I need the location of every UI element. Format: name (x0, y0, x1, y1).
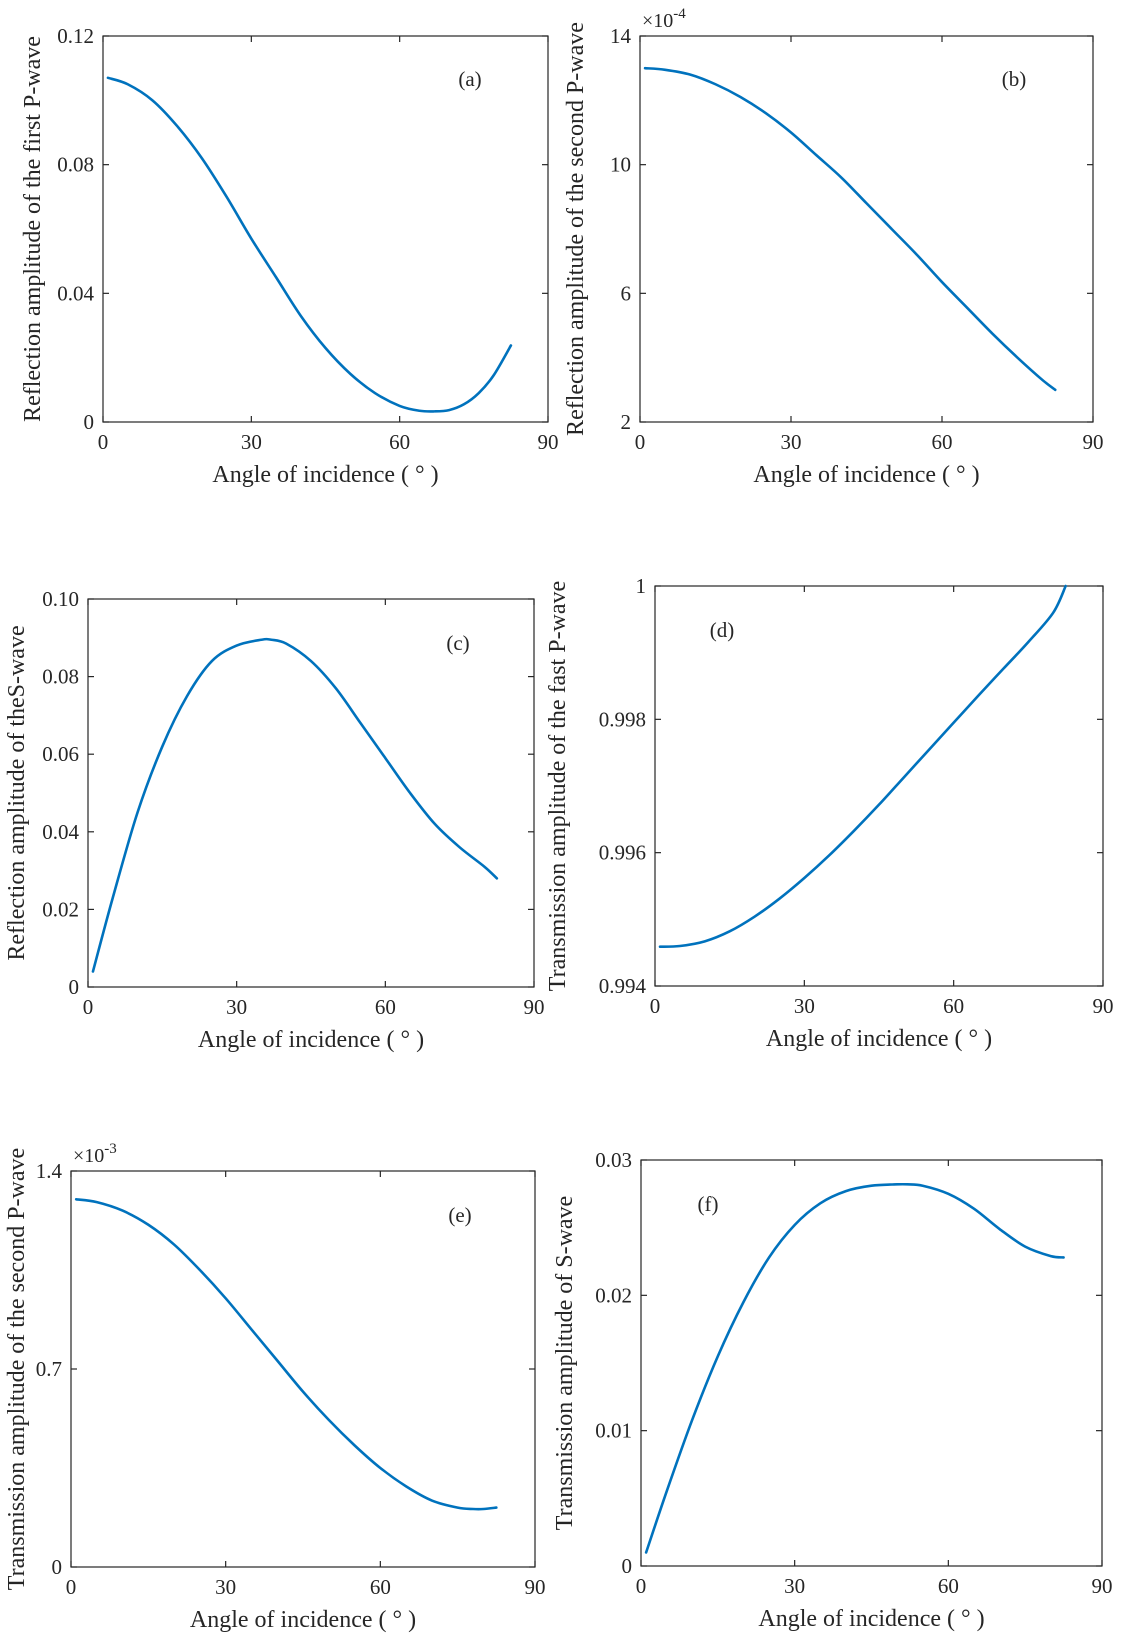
y-tick-label: 2 (621, 410, 632, 434)
x-axis-label: Angle of incidence ( ° ) (758, 1606, 984, 1632)
series-line-a (106, 76, 513, 413)
y-tick-label: 0 (52, 1555, 63, 1579)
x-tick-label: 30 (781, 430, 802, 454)
panel-label: (a) (458, 67, 481, 91)
y-tick-label: 0.02 (42, 897, 79, 921)
y-tick-label: 0.04 (42, 820, 79, 844)
y-tick-label: 0.12 (57, 24, 94, 48)
x-tick-label: 60 (370, 1575, 391, 1599)
x-tick-label: 60 (943, 994, 964, 1018)
plot-frame (640, 1159, 1103, 1567)
y-tick-label: 0.01 (595, 1419, 632, 1443)
x-tick-label: 90 (538, 430, 559, 454)
panel-f: 0 30 60 90 0 0.01 0.02 0.03 Angle of incidence (… (552, 1148, 1113, 1632)
panel-label: (b) (1002, 67, 1027, 91)
series-line-d (658, 584, 1067, 948)
y-tick-label: 0 (84, 410, 95, 434)
y-axis-label: Transmission amplitude of the second P-w… (4, 1148, 30, 1590)
panel-b: 0 30 60 90 2 6 10 14 ×10-4 Angle of incidence ( °… (563, 6, 1104, 488)
series-line-e (74, 1197, 498, 1511)
panel-d: 0 30 60 90 0.994 0.996 0.998 1 Angle of incidenc… (545, 574, 1114, 1052)
plot-frame (654, 585, 1104, 987)
x-tick-label: 0 (650, 994, 661, 1018)
plot-frame (87, 598, 535, 988)
y-tick-label: 6 (621, 281, 632, 305)
y-tick-label: 0.7 (36, 1357, 62, 1381)
y-tick-label: 10 (610, 153, 631, 177)
x-axis-label: Angle of incidence ( ° ) (190, 1607, 416, 1633)
x-tick-label: 90 (525, 1575, 546, 1599)
x-axis-label: Angle of incidence ( ° ) (198, 1027, 424, 1053)
series-line-b (643, 66, 1057, 392)
y-tick-label: 0 (622, 1554, 633, 1578)
x-tick-label: 30 (794, 994, 815, 1018)
x-tick-label: 30 (226, 995, 247, 1019)
y-tick-label: 0.10 (42, 587, 79, 611)
x-axis-label: Angle of incidence ( ° ) (212, 462, 438, 488)
x-tick-label: 90 (1092, 1574, 1113, 1598)
y-axis-label: Reflection amplitude of the first P-wave (20, 36, 46, 422)
y-tick-label: 14 (610, 24, 632, 48)
x-tick-label: 60 (389, 430, 410, 454)
plot-frame (639, 35, 1094, 423)
x-tick-label: 30 (784, 1574, 805, 1598)
x-tick-label: 90 (1083, 430, 1104, 454)
y-tick-label: 0.08 (42, 665, 79, 689)
series-line-c (91, 637, 499, 973)
y-tick-label: 0 (69, 975, 80, 999)
y-exponent-label: ×10-4 (642, 6, 686, 32)
y-tick-label: 0.03 (595, 1148, 632, 1172)
x-tick-label: 90 (524, 995, 545, 1019)
x-tick-label: 0 (635, 430, 646, 454)
x-tick-label: 30 (241, 430, 262, 454)
x-tick-label: 90 (1093, 994, 1114, 1018)
y-tick-label: 0.996 (599, 841, 646, 865)
panel-label: (d) (710, 618, 735, 642)
y-tick-label: 1.4 (36, 1159, 63, 1183)
x-tick-label: 60 (375, 995, 396, 1019)
y-exponent-base: ×10 (73, 1145, 104, 1167)
panel-label: (c) (446, 631, 469, 655)
x-tick-label: 30 (215, 1575, 236, 1599)
y-tick-label: 0.06 (42, 742, 79, 766)
panel-a: 0 30 60 90 0 0.04 0.08 0.12 Angle of incidence (… (20, 24, 559, 488)
panel-label: (e) (448, 1203, 471, 1227)
y-exponent-base: ×10 (642, 10, 673, 32)
y-exponent-power: -4 (673, 6, 686, 22)
panel-e: 0 30 60 90 0 0.7 1.4 ×10-3 Angle of incidence ( … (4, 1141, 546, 1633)
y-tick-label: 0.02 (595, 1283, 632, 1307)
y-tick-label: 0.04 (57, 281, 94, 305)
y-axis-label: Transmission amplitude of the fast P-wav… (545, 581, 571, 991)
x-tick-label: 0 (98, 430, 109, 454)
x-tick-label: 0 (636, 1574, 647, 1598)
x-axis-label: Angle of incidence ( ° ) (753, 462, 979, 488)
y-axis-label: Reflection amplitude of theS-wave (4, 625, 30, 960)
x-tick-label: 0 (83, 995, 94, 1019)
y-tick-label: 0.998 (599, 707, 646, 731)
y-axis-label: Transmission amplitude of S-wave (552, 1196, 578, 1530)
panel-c: 0 30 60 90 0 0.02 0.04 0.06 0.08 0.10 Angle of inc… (4, 587, 545, 1053)
series-line-f (644, 1182, 1065, 1554)
x-axis-label: Angle of incidence ( ° ) (766, 1026, 992, 1052)
y-exponent-power: -3 (104, 1141, 117, 1157)
x-tick-label: 60 (932, 430, 953, 454)
y-tick-label: 0.08 (57, 153, 94, 177)
y-exponent-label: ×10-3 (73, 1141, 117, 1167)
x-tick-label: 0 (66, 1575, 77, 1599)
x-tick-label: 60 (938, 1574, 959, 1598)
y-tick-label: 1 (636, 574, 647, 598)
panel-label: (f) (698, 1192, 719, 1216)
y-tick-label: 0.994 (599, 974, 647, 998)
plot-frame (102, 35, 549, 423)
y-axis-label: Reflection amplitude of the second P-wav… (563, 22, 589, 436)
